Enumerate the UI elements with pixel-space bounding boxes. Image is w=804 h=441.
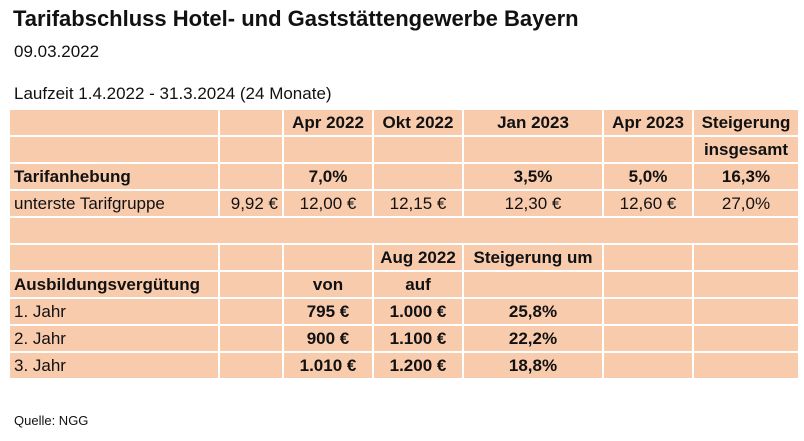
table-cell (282, 243, 374, 272)
table-cell (282, 135, 374, 164)
table-cell: 12,00 € (282, 189, 374, 218)
table-cell (8, 135, 220, 164)
tariff-header-row-1: Apr 2022 Okt 2022 Jan 2023 Apr 2023 Stei… (8, 108, 800, 137)
table-cell: 12,30 € (462, 189, 604, 218)
table-cell: 1.200 € (372, 351, 464, 380)
table-cell (692, 243, 800, 272)
spacer-row (8, 216, 800, 245)
column-header-insgesamt: insgesamt (692, 135, 800, 164)
table-cell (372, 162, 464, 191)
table-cell (218, 243, 284, 272)
table-cell: 12,15 € (372, 189, 464, 218)
table-cell: 22,2% (462, 324, 604, 353)
source-note: Quelle: NGG (14, 413, 89, 428)
row-label: 3. Jahr (8, 351, 220, 380)
table-cell (602, 297, 694, 326)
tariff-lowest-group-row: unterste Tarifgruppe 9,92 € 12,00 € 12,1… (8, 189, 800, 218)
table-cell: 7,0% (282, 162, 374, 191)
table-cell (218, 135, 284, 164)
table-cell (602, 324, 694, 353)
row-label: Ausbildungsvergütung (8, 270, 220, 299)
tariff-raise-row: Tarifanhebung 7,0% 3,5% 5,0% 16,3% (8, 162, 800, 191)
table-cell (218, 162, 284, 191)
table-cell (602, 135, 694, 164)
table-cell (692, 324, 800, 353)
training-header-row-2: Ausbildungsvergütung von auf (8, 270, 800, 299)
table-cell (602, 243, 694, 272)
table-row: 2. Jahr 900 € 1.100 € 22,2% (8, 324, 800, 353)
column-header-okt-2022: Okt 2022 (372, 108, 464, 137)
table-cell (372, 135, 464, 164)
table-cell (692, 297, 800, 326)
column-header-von: von (282, 270, 374, 299)
row-label: unterste Tarifgruppe (8, 189, 220, 218)
table-cell (462, 135, 604, 164)
table-cell: 9,92 € (218, 189, 284, 218)
table-cell (8, 108, 220, 137)
table-cell (602, 270, 694, 299)
table-cell (692, 270, 800, 299)
table-cell: 795 € (282, 297, 374, 326)
publication-date: 09.03.2022 (14, 42, 100, 61)
column-header-jan-2023: Jan 2023 (462, 108, 604, 137)
table-cell: 5,0% (602, 162, 694, 191)
table-cell: 16,3% (692, 162, 800, 191)
table-cell (218, 324, 284, 353)
tariff-table: Apr 2022 Okt 2022 Jan 2023 Apr 2023 Stei… (8, 108, 800, 380)
table-cell (462, 270, 604, 299)
column-header-apr-2022: Apr 2022 (282, 108, 374, 137)
table-cell (602, 351, 694, 380)
table-cell: 25,8% (462, 297, 604, 326)
contract-runtime: Laufzeit 1.4.2022 - 31.3.2024 (24 Monate… (14, 84, 332, 103)
table-row: 3. Jahr 1.010 € 1.200 € 18,8% (8, 351, 800, 380)
training-header-row-1: Aug 2022 Steigerung um (8, 243, 800, 272)
column-header-aug-2022: Aug 2022 (372, 243, 464, 272)
table-cell: 27,0% (692, 189, 800, 218)
table-cell: 18,8% (462, 351, 604, 380)
table-cell (8, 216, 800, 245)
row-label: Tarifanhebung (8, 162, 220, 191)
table-cell (218, 270, 284, 299)
tariff-header-row-2: insgesamt (8, 135, 800, 164)
table-cell: 900 € (282, 324, 374, 353)
table-cell: 1.000 € (372, 297, 464, 326)
table-cell (692, 351, 800, 380)
column-header-steigerung-um: Steigerung um (462, 243, 604, 272)
table-cell: 1.100 € (372, 324, 464, 353)
column-header-auf: auf (372, 270, 464, 299)
table-cell: 1.010 € (282, 351, 374, 380)
row-label: 2. Jahr (8, 324, 220, 353)
table-cell (218, 351, 284, 380)
page-title: Tarifabschluss Hotel- und Gaststättengew… (13, 6, 579, 31)
table-row: 1. Jahr 795 € 1.000 € 25,8% (8, 297, 800, 326)
table-cell: 12,60 € (602, 189, 694, 218)
table-cell (8, 243, 220, 272)
column-header-steigerung: Steigerung (692, 108, 800, 137)
table-cell (218, 108, 284, 137)
column-header-apr-2023: Apr 2023 (602, 108, 694, 137)
table-cell: 3,5% (462, 162, 604, 191)
row-label: 1. Jahr (8, 297, 220, 326)
table-cell (218, 297, 284, 326)
